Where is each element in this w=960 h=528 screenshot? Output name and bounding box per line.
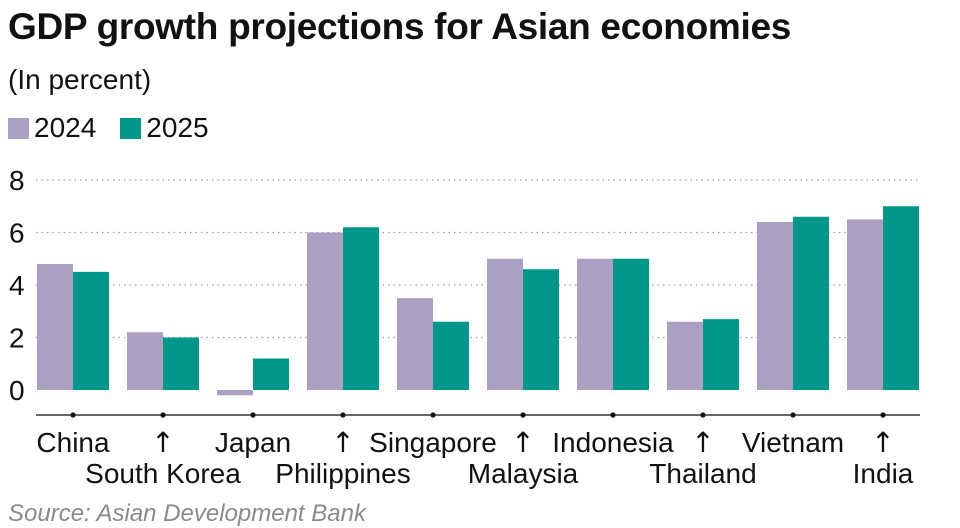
x-tick-dot (700, 412, 706, 418)
bar-2025-vietnam (793, 216, 829, 390)
x-tick-dot (790, 412, 796, 418)
pointer-arrow-thailand: ↑ (691, 426, 714, 459)
bar-2024-south-korea (127, 332, 163, 390)
pointer-arrow-india: ↑ (871, 426, 894, 459)
x-tick-label-china: China (36, 427, 110, 458)
x-tick-dot (340, 412, 346, 418)
bar-2025-china (73, 271, 109, 390)
bar-2024-japan (217, 390, 253, 396)
x-tick-dot (250, 412, 256, 418)
chart-subtitle: (In percent) (8, 64, 152, 95)
legend-swatch-2025 (120, 117, 142, 139)
x-tick-label-indonesia: Indonesia (552, 427, 674, 458)
x-tick-dot (70, 412, 76, 418)
bar-2025-japan (253, 358, 289, 390)
x-tick-label-thailand: Thailand (649, 458, 756, 489)
source-note: Source: Asian Development Bank (8, 500, 366, 527)
x-tick-label-singapore: Singapore (369, 427, 497, 458)
bar-2025-india (883, 206, 919, 390)
bar-2024-india (847, 219, 883, 390)
legend: 2024 2025 (8, 112, 233, 144)
bar-2024-malaysia (487, 258, 523, 390)
pointer-arrow-malaysia: ↑ (511, 426, 534, 459)
bar-2024-philippines (307, 232, 343, 390)
x-tick-label-vietnam: Vietnam (742, 427, 844, 458)
y-tick-label-4: 4 (9, 270, 25, 301)
y-tick-label-6: 6 (9, 218, 25, 249)
bar-2024-thailand (667, 321, 703, 390)
legend-label-2024: 2024 (34, 112, 97, 143)
x-tick-label-malaysia: Malaysia (468, 458, 579, 489)
x-tick-dot (160, 412, 166, 418)
x-tick-label-india: India (853, 458, 914, 489)
pointer-arrow-philippines: ↑ (331, 426, 354, 459)
bar-2025-south-korea (163, 337, 199, 390)
x-tick-label-japan: Japan (215, 427, 291, 458)
x-tick-dot (520, 412, 526, 418)
pointer-arrow-south-korea: ↑ (151, 426, 174, 459)
bar-2025-malaysia (523, 269, 559, 390)
bar-2024-china (37, 264, 73, 390)
y-tick-label-2: 2 (9, 323, 25, 354)
x-tick-dot (880, 412, 886, 418)
bar-2025-indonesia (613, 258, 649, 390)
x-tick-label-south-korea: South Korea (85, 458, 241, 489)
bar-2024-singapore (397, 298, 433, 390)
bar-2025-philippines (343, 227, 379, 390)
y-tick-label-0: 0 (9, 375, 25, 406)
bar-2024-indonesia (577, 258, 613, 390)
x-tick-dot (610, 412, 616, 418)
x-tick-dot (430, 412, 436, 418)
legend-label-2025: 2025 (146, 112, 209, 143)
bar-2025-thailand (703, 319, 739, 390)
bar-2024-vietnam (757, 222, 793, 390)
x-tick-label-philippines: Philippines (275, 458, 410, 489)
legend-item-2025: 2025 (120, 112, 209, 144)
y-tick-label-8: 8 (9, 165, 25, 196)
legend-item-2024: 2024 (8, 112, 96, 144)
bar-2025-singapore (433, 321, 469, 390)
legend-swatch-2024 (8, 117, 29, 139)
chart-title: GDP growth projections for Asian economi… (8, 6, 792, 47)
